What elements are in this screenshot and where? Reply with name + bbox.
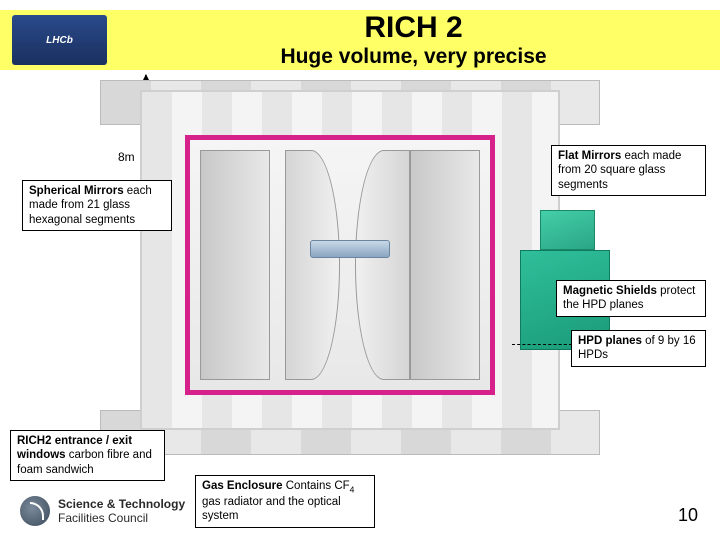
beam-pipe: [310, 240, 390, 258]
page-title: RICH 2: [107, 11, 720, 45]
callout-bold: HPD planes: [578, 335, 642, 347]
leader-line-hpd: [512, 344, 572, 345]
callout-bold: Spherical Mirrors: [29, 185, 124, 197]
callout-text: gas radiator and the optical system: [202, 496, 341, 522]
callout-flat-mirrors: Flat Mirrors each made from 20 square gl…: [551, 145, 706, 196]
callout-bold: Magnetic Shields: [563, 285, 657, 297]
callout-bold: Flat Mirrors: [558, 150, 621, 162]
stfc-line2: Facilities Council: [58, 511, 185, 525]
callout-spherical-mirrors: Spherical Mirrors each made from 21 glas…: [22, 180, 172, 231]
page-subtitle: Huge volume, very precise: [107, 45, 720, 69]
stfc-logo-icon: [20, 496, 50, 526]
page-number: 10: [678, 505, 698, 526]
lhcb-logo: LHCb: [12, 15, 107, 65]
callout-subscript: 4: [350, 484, 355, 494]
magnetic-shield: [540, 210, 595, 250]
stfc-text: Science & Technology Facilities Council: [58, 497, 185, 525]
gas-enclosure: [185, 135, 495, 395]
spherical-mirror-right: [355, 150, 410, 380]
callout-gas-enclosure: Gas Enclosure Contains CF4 gas radiator …: [195, 475, 375, 528]
stfc-line1: Science & Technology: [58, 497, 185, 511]
title-band: LHCb RICH 2 Huge volume, very precise: [0, 10, 720, 70]
callout-bold: Gas Enclosure: [202, 480, 283, 492]
callout-text: Contains CF: [283, 480, 350, 492]
callout-entrance-window: RICH2 entrance / exit windows carbon fib…: [10, 430, 165, 481]
callout-magnetic-shields: Magnetic Shields protect the HPD planes: [556, 280, 706, 317]
title-text: RICH 2 Huge volume, very precise: [107, 11, 720, 69]
stfc-footer: Science & Technology Facilities Council: [20, 496, 185, 526]
detector-diagram: [130, 80, 570, 440]
flat-mirror-right: [410, 150, 480, 380]
callout-hpd-planes: HPD planes of 9 by 16 HPDs: [571, 330, 706, 367]
spherical-mirror-left: [285, 150, 340, 380]
flat-mirror-left: [200, 150, 270, 380]
